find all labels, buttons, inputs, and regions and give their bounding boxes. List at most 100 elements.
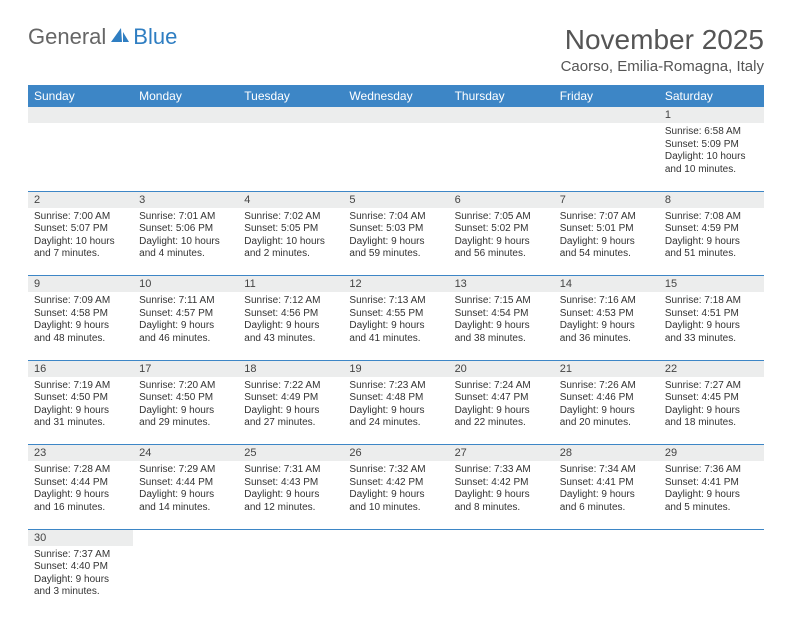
daylight-text: Daylight: 9 hours and 46 minutes. [139,320,232,345]
daylight-text: Daylight: 9 hours and 3 minutes. [34,574,127,599]
day-body-cell: Sunrise: 7:04 AMSunset: 5:03 PMDaylight:… [343,208,448,276]
day-number-cell [449,107,554,123]
daylight-text: Daylight: 9 hours and 6 minutes. [560,489,653,514]
sunrise-text: Sunrise: 7:15 AM [455,295,548,308]
daylight-text: Daylight: 9 hours and 56 minutes. [455,236,548,261]
daylight-text: Daylight: 9 hours and 10 minutes. [349,489,442,514]
daylight-text: Daylight: 9 hours and 48 minutes. [34,320,127,345]
day-body-cell: Sunrise: 7:37 AMSunset: 4:40 PMDaylight:… [28,546,133,614]
day-body-cell [449,123,554,191]
day-number-cell: 7 [554,191,659,208]
sunset-text: Sunset: 4:56 PM [244,308,337,321]
day-body-cell [554,546,659,614]
logo: General Blue [28,24,177,50]
day-body-cell [659,546,764,614]
daylight-text: Daylight: 9 hours and 5 minutes. [665,489,758,514]
day-body-cell: Sunrise: 7:33 AMSunset: 4:42 PMDaylight:… [449,461,554,529]
sunset-text: Sunset: 5:01 PM [560,223,653,236]
day-number-row: 23242526272829 [28,445,764,462]
sunrise-text: Sunrise: 6:58 AM [665,126,758,139]
day-body-cell: Sunrise: 7:29 AMSunset: 4:44 PMDaylight:… [133,461,238,529]
day-body-cell [554,123,659,191]
day-number-cell [449,529,554,546]
daylight-text: Daylight: 10 hours and 10 minutes. [665,151,758,176]
daylight-text: Daylight: 9 hours and 18 minutes. [665,405,758,430]
sunrise-text: Sunrise: 7:20 AM [139,380,232,393]
day-number-cell: 18 [238,360,343,377]
sunrise-text: Sunrise: 7:08 AM [665,211,758,224]
sunset-text: Sunset: 4:57 PM [139,308,232,321]
sunset-text: Sunset: 4:53 PM [560,308,653,321]
day-number-cell: 6 [449,191,554,208]
sunset-text: Sunset: 4:43 PM [244,477,337,490]
day-body-cell: Sunrise: 7:22 AMSunset: 4:49 PMDaylight:… [238,377,343,445]
sunset-text: Sunset: 4:50 PM [139,392,232,405]
day-body-cell: Sunrise: 7:18 AMSunset: 4:51 PMDaylight:… [659,292,764,360]
day-body-cell: Sunrise: 7:00 AMSunset: 5:07 PMDaylight:… [28,208,133,276]
sunrise-text: Sunrise: 7:05 AM [455,211,548,224]
day-header: Wednesday [343,85,448,107]
day-number-cell: 26 [343,445,448,462]
day-body-cell [343,546,448,614]
calendar-table: Sunday Monday Tuesday Wednesday Thursday… [28,85,764,614]
day-body-cell [238,123,343,191]
day-number-cell: 11 [238,276,343,293]
sunset-text: Sunset: 4:40 PM [34,561,127,574]
sunset-text: Sunset: 4:54 PM [455,308,548,321]
day-header-row: Sunday Monday Tuesday Wednesday Thursday… [28,85,764,107]
day-number-cell: 5 [343,191,448,208]
day-body-cell: Sunrise: 7:12 AMSunset: 4:56 PMDaylight:… [238,292,343,360]
daylight-text: Daylight: 9 hours and 29 minutes. [139,405,232,430]
week-row: Sunrise: 7:19 AMSunset: 4:50 PMDaylight:… [28,377,764,445]
day-body-cell: Sunrise: 7:28 AMSunset: 4:44 PMDaylight:… [28,461,133,529]
daylight-text: Daylight: 9 hours and 31 minutes. [34,405,127,430]
day-body-cell: Sunrise: 6:58 AMSunset: 5:09 PMDaylight:… [659,123,764,191]
day-number-cell: 30 [28,529,133,546]
day-number-cell: 15 [659,276,764,293]
sunset-text: Sunset: 4:45 PM [665,392,758,405]
day-body-cell: Sunrise: 7:26 AMSunset: 4:46 PMDaylight:… [554,377,659,445]
day-number-cell: 21 [554,360,659,377]
daylight-text: Daylight: 9 hours and 27 minutes. [244,405,337,430]
day-number-row: 1 [28,107,764,123]
day-body-cell [133,546,238,614]
sunrise-text: Sunrise: 7:01 AM [139,211,232,224]
day-body-cell [133,123,238,191]
sunrise-text: Sunrise: 7:26 AM [560,380,653,393]
day-number-cell: 25 [238,445,343,462]
sunrise-text: Sunrise: 7:34 AM [560,464,653,477]
day-number-cell: 23 [28,445,133,462]
sunset-text: Sunset: 4:42 PM [455,477,548,490]
sunset-text: Sunset: 4:58 PM [34,308,127,321]
day-number-row: 30 [28,529,764,546]
sunrise-text: Sunrise: 7:12 AM [244,295,337,308]
day-header: Sunday [28,85,133,107]
day-header: Tuesday [238,85,343,107]
sunrise-text: Sunrise: 7:13 AM [349,295,442,308]
header: General Blue November 2025 Caorso, Emili… [28,24,764,75]
day-body-cell [343,123,448,191]
sunrise-text: Sunrise: 7:22 AM [244,380,337,393]
sunset-text: Sunset: 5:05 PM [244,223,337,236]
sunset-text: Sunset: 4:48 PM [349,392,442,405]
day-number-row: 16171819202122 [28,360,764,377]
day-header: Saturday [659,85,764,107]
sunrise-text: Sunrise: 7:04 AM [349,211,442,224]
day-body-cell: Sunrise: 7:36 AMSunset: 4:41 PMDaylight:… [659,461,764,529]
sunset-text: Sunset: 4:41 PM [560,477,653,490]
sunrise-text: Sunrise: 7:33 AM [455,464,548,477]
sunset-text: Sunset: 4:47 PM [455,392,548,405]
daylight-text: Daylight: 9 hours and 51 minutes. [665,236,758,261]
sunrise-text: Sunrise: 7:07 AM [560,211,653,224]
sunset-text: Sunset: 5:06 PM [139,223,232,236]
logo-text-2: Blue [133,24,177,50]
day-number-cell [343,107,448,123]
sunset-text: Sunset: 5:02 PM [455,223,548,236]
sunset-text: Sunset: 4:44 PM [34,477,127,490]
day-number-cell: 9 [28,276,133,293]
day-body-cell: Sunrise: 7:34 AMSunset: 4:41 PMDaylight:… [554,461,659,529]
day-body-cell: Sunrise: 7:16 AMSunset: 4:53 PMDaylight:… [554,292,659,360]
day-number-cell: 20 [449,360,554,377]
sunrise-text: Sunrise: 7:28 AM [34,464,127,477]
title-block: November 2025 Caorso, Emilia-Romagna, It… [561,24,764,75]
